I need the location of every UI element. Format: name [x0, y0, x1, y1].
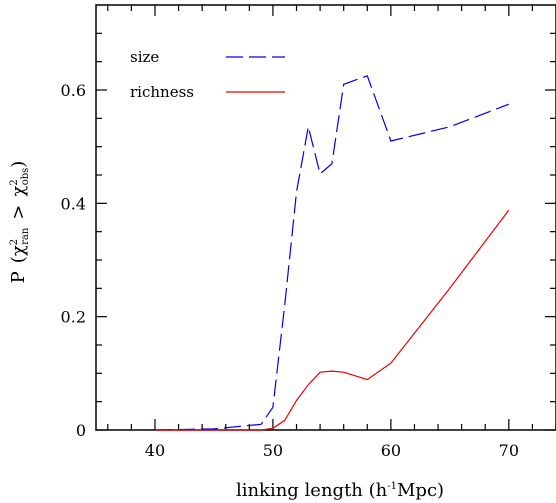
x-axis-title-main: linking length (h [236, 480, 388, 501]
series-line-richness [155, 209, 510, 431]
y-axis-title-sub-obs: obs [20, 168, 31, 186]
x-tick-label: 60 [381, 441, 401, 460]
y-axis-title-p: P [8, 271, 29, 283]
y-axis-title-gt: > [8, 205, 29, 220]
x-tick-label: 50 [263, 441, 283, 460]
y-tick-label: 0.2 [61, 308, 86, 327]
y-axis-title-sup2: 2 [9, 179, 20, 185]
y-axis-title-sub-ran: ran [20, 227, 31, 245]
y-tick-label: 0.4 [61, 194, 86, 213]
series-group [154, 75, 510, 431]
y-tick-label: 0 [76, 421, 86, 440]
y-axis-title: P(χ2ran>χ2obs) [8, 161, 31, 284]
y-axis-title-close: ) [8, 161, 29, 168]
series-line-size [154, 75, 510, 431]
y-axis-title-open: ( [8, 256, 29, 263]
x-tick-label: 70 [499, 441, 519, 460]
plot-frame [95, 4, 556, 431]
legend-label-size: size [130, 48, 159, 66]
tick-labels: 40 50 60 70 0 0.2 0.4 0.6 [61, 81, 519, 460]
y-axis-title-chi2: χ [8, 186, 29, 197]
x-axis-title-sup: -1 [387, 481, 397, 492]
x-axis-title-tail: Mpc) [397, 480, 444, 501]
legend: size richness [130, 48, 285, 101]
x-axis-title: linking length (h-1Mpc) [236, 480, 444, 501]
legend-label-richness: richness [130, 83, 194, 101]
y-tick-label: 0.6 [61, 81, 86, 100]
y-axis-title-sup1: 2 [9, 239, 20, 245]
ticks [96, 5, 556, 431]
x-tick-label: 40 [145, 441, 165, 460]
y-axis-title-chi1: χ [8, 245, 29, 256]
